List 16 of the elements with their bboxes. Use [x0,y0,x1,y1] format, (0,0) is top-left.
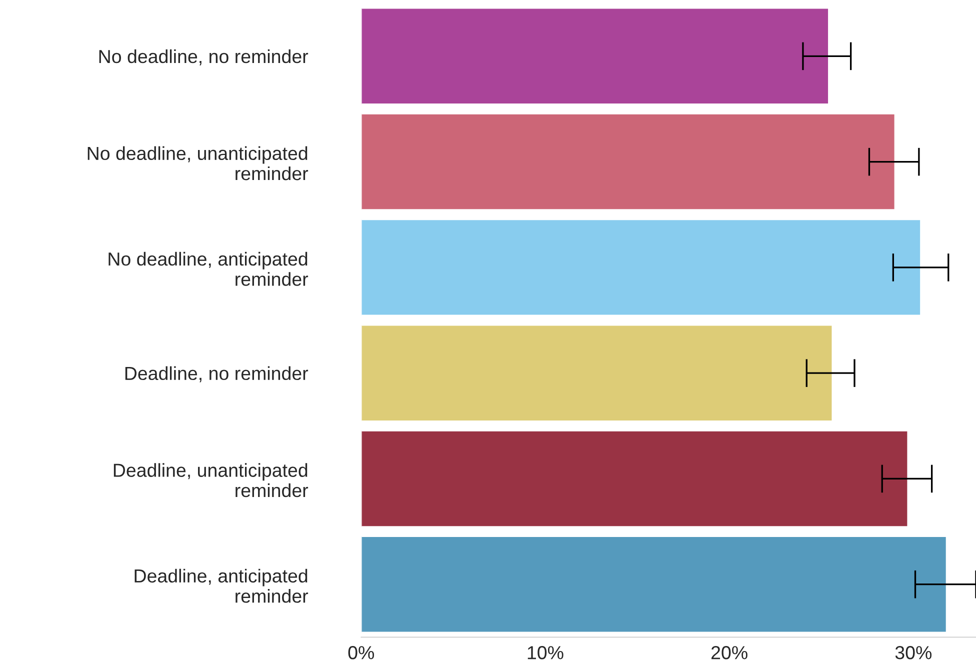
x-tick-label: 20% [711,646,748,660]
bar [361,430,909,528]
y-tick-label: No deadline, no reminder [99,49,308,66]
bar [361,324,834,422]
x-tick-label: 10% [528,646,564,660]
bar [361,536,948,634]
x-tick-label: 0% [348,646,374,660]
x-tick-label: 30% [895,646,932,660]
y-tick-label: No deadline, anticipated reminder [108,252,308,286]
y-tick-label: Deadline, no reminder [125,366,308,382]
y-tick-label: No deadline, unanticipated reminder [88,146,308,180]
y-tick-label: Deadline, unanticipated reminder [114,463,308,498]
bar [361,113,896,211]
y-tick-label: Deadline, anticipated reminder [134,568,308,603]
bar [361,7,830,105]
bar [361,218,922,316]
